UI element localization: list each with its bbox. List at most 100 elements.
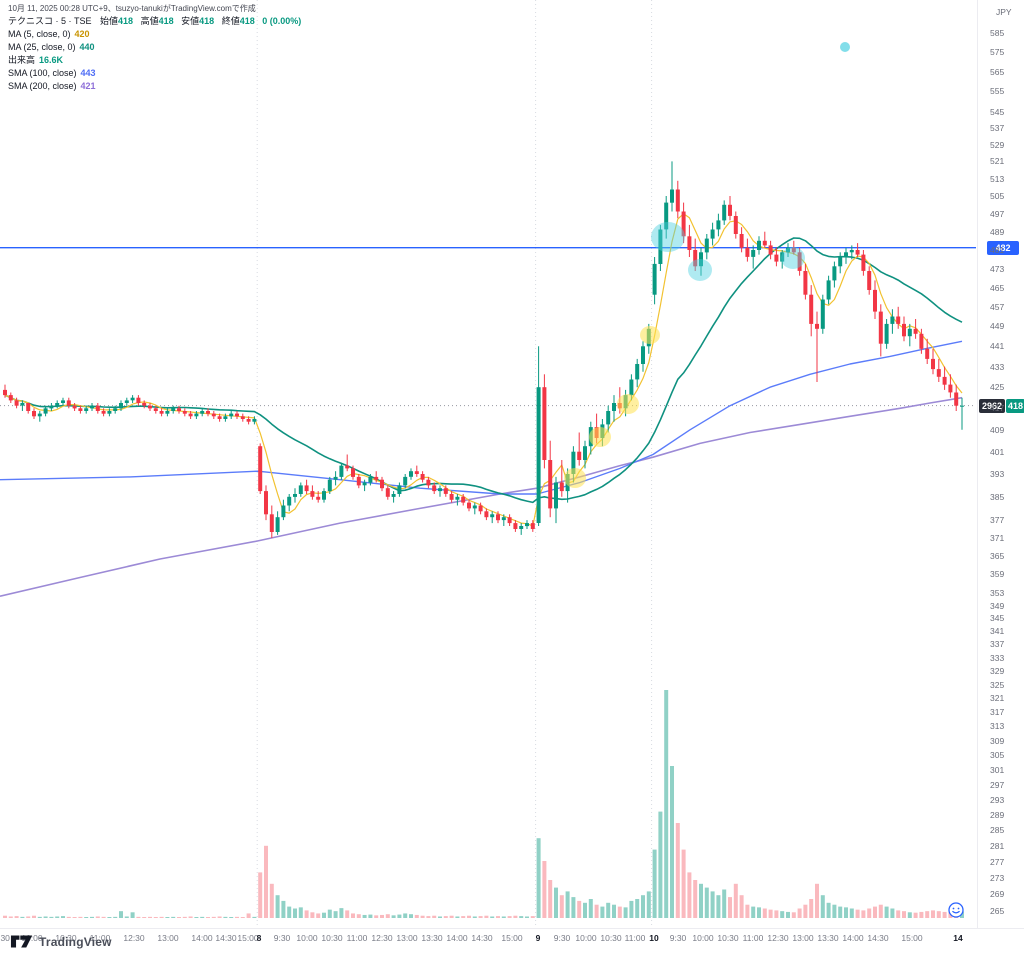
price-axis-label: 513 [990, 174, 1005, 184]
ma25-label: MA (25, close, 0) [8, 42, 76, 52]
price-axis-label: 371 [990, 533, 1005, 543]
time-axis-label: 12:30 [767, 933, 789, 943]
candle-body [635, 364, 640, 380]
volume-bar [559, 895, 564, 918]
candle-body [327, 479, 332, 492]
legend-ma25-row[interactable]: MA (25, close, 0) 440 [8, 41, 306, 53]
price-axis[interactable]: JPY 482 2962 418 585 575 565 555 545 537 529 52… [977, 0, 1024, 928]
volume-bar [867, 908, 872, 918]
candle-body [385, 488, 390, 497]
candle-body [107, 411, 112, 414]
candle-body [936, 369, 941, 377]
candle-body [542, 387, 547, 460]
time-axis-label: 10:30 [600, 933, 622, 943]
candle-body [43, 408, 48, 414]
price-axis-label: 409 [990, 425, 1005, 435]
symbol-title: テクニスコ · 5 · TSE [8, 16, 92, 26]
candle-body [206, 411, 210, 414]
legend-sma100-row[interactable]: SMA (100, close) 443 [8, 67, 306, 79]
price-axis-label: 497 [990, 209, 1005, 219]
candle-body [380, 479, 384, 489]
sma100-value: 443 [80, 68, 96, 78]
volume-bar [264, 845, 268, 918]
time-axis-label: 12:30 [371, 933, 393, 943]
volume-bar [316, 913, 321, 918]
volume-bar [861, 910, 866, 918]
price-axis-label: 545 [990, 107, 1005, 117]
candle-body [844, 252, 848, 257]
high-label: 高値 [140, 16, 159, 26]
price-line-badge: 482 [987, 241, 1019, 255]
price-axis-label: 325 [990, 680, 1005, 690]
time-axis-label: 10:30 [321, 933, 343, 943]
volume-bar [66, 916, 71, 918]
volume-bar [617, 906, 622, 918]
volume-bar [809, 899, 814, 918]
candle-body [519, 526, 524, 529]
price-axis-label: 449 [990, 321, 1005, 331]
candle-body [298, 485, 303, 494]
candle-body [90, 405, 94, 409]
candle-body [211, 413, 216, 417]
volume-bar [420, 915, 425, 918]
candle-body [507, 517, 512, 524]
price-axis-label: 297 [990, 780, 1005, 790]
price-axis-label: 285 [990, 825, 1005, 835]
close-label: 終値 [221, 16, 240, 26]
legend-symbol-row[interactable]: テクニスコ · 5 · TSE 始値418 高値418 安値418 終値418 … [8, 15, 306, 27]
volume-bar [838, 906, 843, 918]
price-axis-label: 489 [990, 227, 1005, 237]
reaction-icon[interactable] [947, 901, 965, 919]
volume-bar [844, 907, 848, 918]
legend-volume-row[interactable]: 出来高 16.6K [8, 54, 306, 66]
candle-body [397, 485, 402, 494]
candle-body [356, 476, 361, 486]
volume-bar [501, 916, 506, 918]
price-axis-label: 305 [990, 750, 1005, 760]
chart-canvas[interactable] [0, 0, 977, 928]
volume-bar [571, 897, 576, 918]
volume-bar [403, 913, 408, 918]
ma5-label: MA (5, close, 0) [8, 29, 71, 39]
annotation-circle [617, 394, 639, 414]
volume-bar [629, 900, 634, 918]
volume-bar [612, 904, 616, 918]
volume-bar [907, 912, 912, 918]
price-axis-label: 289 [990, 810, 1005, 820]
candle-body [722, 204, 727, 221]
volume-bar [797, 908, 802, 918]
candle-body [293, 494, 297, 497]
volume-bar [496, 916, 500, 918]
candle-body [84, 408, 89, 411]
volume-bar [78, 916, 83, 918]
time-axis-label: 12:30 [123, 933, 145, 943]
price-axis-label: 301 [990, 765, 1005, 775]
volume-bar [194, 917, 199, 918]
volume-bar [287, 906, 292, 918]
legend-ma5-row[interactable]: MA (5, close, 0) 420 [8, 28, 306, 40]
candle-body [548, 460, 553, 509]
volume-bar [136, 916, 141, 918]
candle-body [26, 403, 31, 411]
candle-body [136, 397, 141, 403]
candle-body [8, 395, 13, 401]
candle-body [960, 405, 964, 407]
candle-body [72, 405, 77, 409]
time-axis-label: 13:00 [792, 933, 814, 943]
candle-body [826, 280, 831, 300]
candle-body [37, 413, 42, 417]
volume-bar [710, 891, 715, 918]
tradingview-logo[interactable]: TradingView [10, 933, 112, 950]
close-value: 418 [239, 16, 255, 26]
volume-bar [356, 914, 361, 918]
price-axis-label: 265 [990, 906, 1005, 916]
volume-bar [768, 909, 773, 918]
volume-bar [72, 917, 77, 918]
time-axis[interactable]: :3010:0010:3011:0012:3013:0014:0014:3015… [0, 928, 1024, 957]
volume-bar [803, 904, 808, 918]
volume-bar [119, 911, 123, 918]
volume-bar [374, 915, 379, 918]
candle-body [757, 240, 761, 250]
price-axis-label: 425 [990, 382, 1005, 392]
legend-sma200-row[interactable]: SMA (200, close) 421 [8, 80, 306, 92]
